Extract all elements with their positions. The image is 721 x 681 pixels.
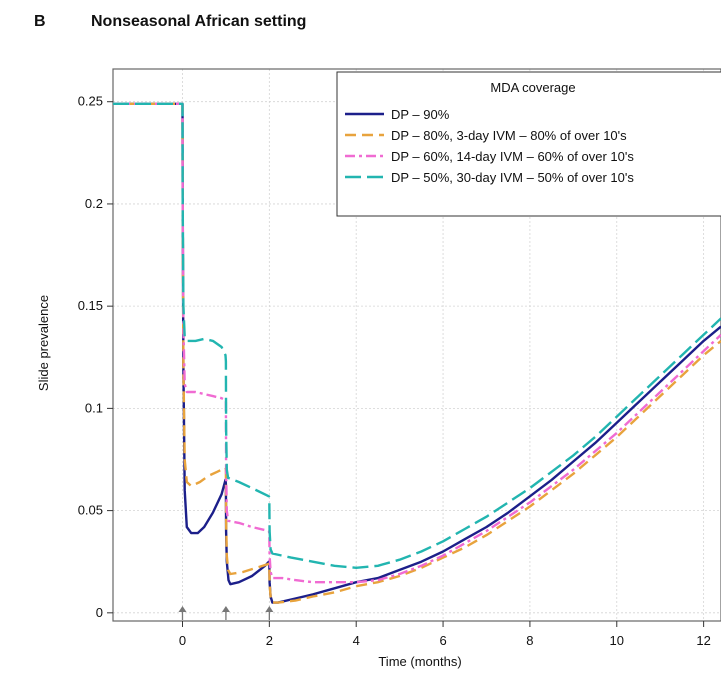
mda-round-markers [178, 606, 274, 620]
x-tick-label: 0 [179, 633, 186, 648]
y-tick-label: 0.15 [78, 298, 103, 313]
y-tick-label: 0.2 [85, 196, 103, 211]
x-tick-label: 2 [266, 633, 273, 648]
series-line-2 [113, 102, 721, 604]
mda-arrow-head [221, 606, 230, 612]
legend-label-2: DP – 80%, 3-day IVM – 80% of over 10's [391, 128, 627, 143]
series-line-4 [113, 102, 721, 569]
series-layer [113, 102, 721, 604]
x-tick-label: 10 [610, 633, 624, 648]
legend-title: MDA coverage [490, 80, 575, 95]
x-tick-label: 4 [353, 633, 360, 648]
y-tick-label: 0.1 [85, 400, 103, 415]
legend-label-4: DP – 50%, 30-day IVM – 50% of over 10's [391, 170, 634, 185]
mda-arrow-head [265, 606, 274, 612]
series-line-3 [113, 102, 721, 584]
axis-ticks: 0 2 4 6 8 10 12 0 0.05 0.1 0.15 0.2 0.25 [78, 94, 711, 648]
x-tick-label: 12 [696, 633, 710, 648]
x-axis-label: Time (months) [378, 654, 461, 669]
legend: MDA coverage DP – 90% DP – 80%, 3-day IVM… [336, 71, 721, 217]
panel-letter: B [34, 13, 46, 30]
mda-arrow-head [178, 606, 187, 612]
plot-frame [112, 68, 721, 622]
x-tick-label: 6 [439, 633, 446, 648]
legend-items: DP – 90% DP – 80%, 3-day IVM – 80% of ove… [345, 107, 634, 185]
chart-title: Nonseasonal African setting [91, 13, 306, 30]
y-tick-label: 0 [96, 605, 103, 620]
y-tick-label: 0.05 [78, 503, 103, 518]
y-axis-label: Slide prevalence [36, 295, 51, 391]
legend-box [336, 71, 721, 217]
legend-label-1: DP – 90% [391, 107, 450, 122]
y-tick-label: 0.25 [78, 94, 103, 109]
x-tick-label: 8 [526, 633, 533, 648]
legend-label-3: DP – 60%, 14-day IVM – 60% of over 10's [391, 149, 634, 164]
